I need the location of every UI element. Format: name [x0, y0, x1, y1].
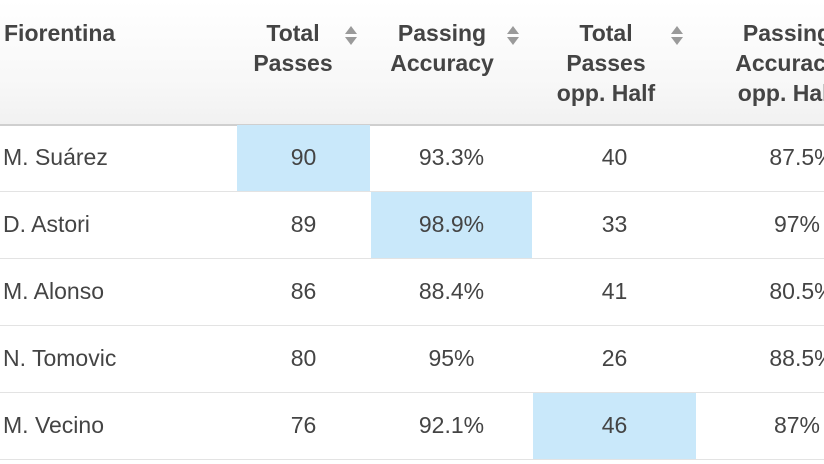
passing-accuracy-cell: 95%	[428, 345, 475, 371]
passing-accuracy-opp-half-cell: 80.5%	[769, 278, 824, 304]
header-label-line: Total	[579, 20, 633, 46]
total-passes-cell: 76	[290, 412, 317, 438]
header-label-line: Passing	[397, 20, 487, 46]
header-label-line: opp. Half	[556, 80, 656, 106]
passing-accuracy-opp-half-cell: 87.5%	[769, 144, 824, 170]
passing-accuracy-cell: 98.9%	[371, 192, 532, 258]
player-name: N. Tomovic	[3, 345, 117, 371]
total-passes-cell: 86	[290, 278, 317, 304]
header-label-line: Total	[266, 20, 320, 46]
sort-icon[interactable]	[345, 24, 357, 48]
passing-accuracy-header[interactable]: Passing Accuracy	[372, 18, 512, 78]
passing-accuracy-opp-half-cell: 87%	[773, 412, 821, 438]
header-label-line: Passes	[566, 50, 646, 76]
header-label-line: opp. Half	[737, 80, 824, 106]
total-passes-header[interactable]: Total Passes	[238, 18, 348, 78]
total-passes-opp-half-cell: 40	[601, 144, 628, 170]
passing-accuracy-opp-half-header[interactable]: Passing Accuracy opp. Half	[712, 18, 824, 108]
player-name: M. Vecino	[3, 412, 104, 438]
total-passes-cell: 80	[290, 345, 317, 371]
passing-accuracy-cell: 92.1%	[418, 412, 485, 438]
table-row[interactable]: N. Tomovic 80 95% 26 88.5%	[0, 326, 824, 393]
total-passes-opp-half-cell: 33	[601, 211, 628, 237]
player-name: M. Alonso	[3, 278, 104, 304]
team-header: Fiorentina	[4, 20, 116, 46]
table-row[interactable]: M. Suárez 90 93.3% 40 87.5%	[0, 125, 824, 192]
total-passes-cell: 89	[290, 211, 317, 237]
total-passes-opp-half-cell: 46	[533, 393, 696, 459]
header-label-line: Accuracy	[735, 50, 824, 76]
sort-icon[interactable]	[671, 24, 683, 48]
passing-accuracy-cell: 93.3%	[418, 144, 485, 170]
total-passes-cell: 90	[237, 125, 370, 191]
header-label-line: Passes	[253, 50, 333, 76]
total-passes-opp-half-cell: 26	[601, 345, 628, 371]
table-row[interactable]: M. Vecino 76 92.1% 46 87%	[0, 393, 824, 460]
player-name: D. Astori	[3, 211, 90, 237]
sort-icon[interactable]	[507, 24, 519, 48]
table-row[interactable]: D. Astori 89 98.9% 33 97%	[0, 192, 824, 259]
table-row[interactable]: M. Alonso 86 88.4% 41 80.5%	[0, 259, 824, 326]
passing-accuracy-opp-half-cell: 97%	[773, 211, 821, 237]
passing-accuracy-opp-half-cell: 88.5%	[769, 345, 824, 371]
header-label-line: Accuracy	[390, 50, 494, 76]
passing-accuracy-cell: 88.4%	[418, 278, 485, 304]
table-header: Fiorentina Total Passes Passing Accuracy…	[0, 0, 824, 126]
total-passes-opp-half-cell: 41	[601, 278, 628, 304]
total-passes-opp-half-header[interactable]: Total Passes opp. Half	[536, 18, 676, 108]
header-label-line: Passing	[742, 20, 824, 46]
player-name: M. Suárez	[3, 144, 108, 170]
